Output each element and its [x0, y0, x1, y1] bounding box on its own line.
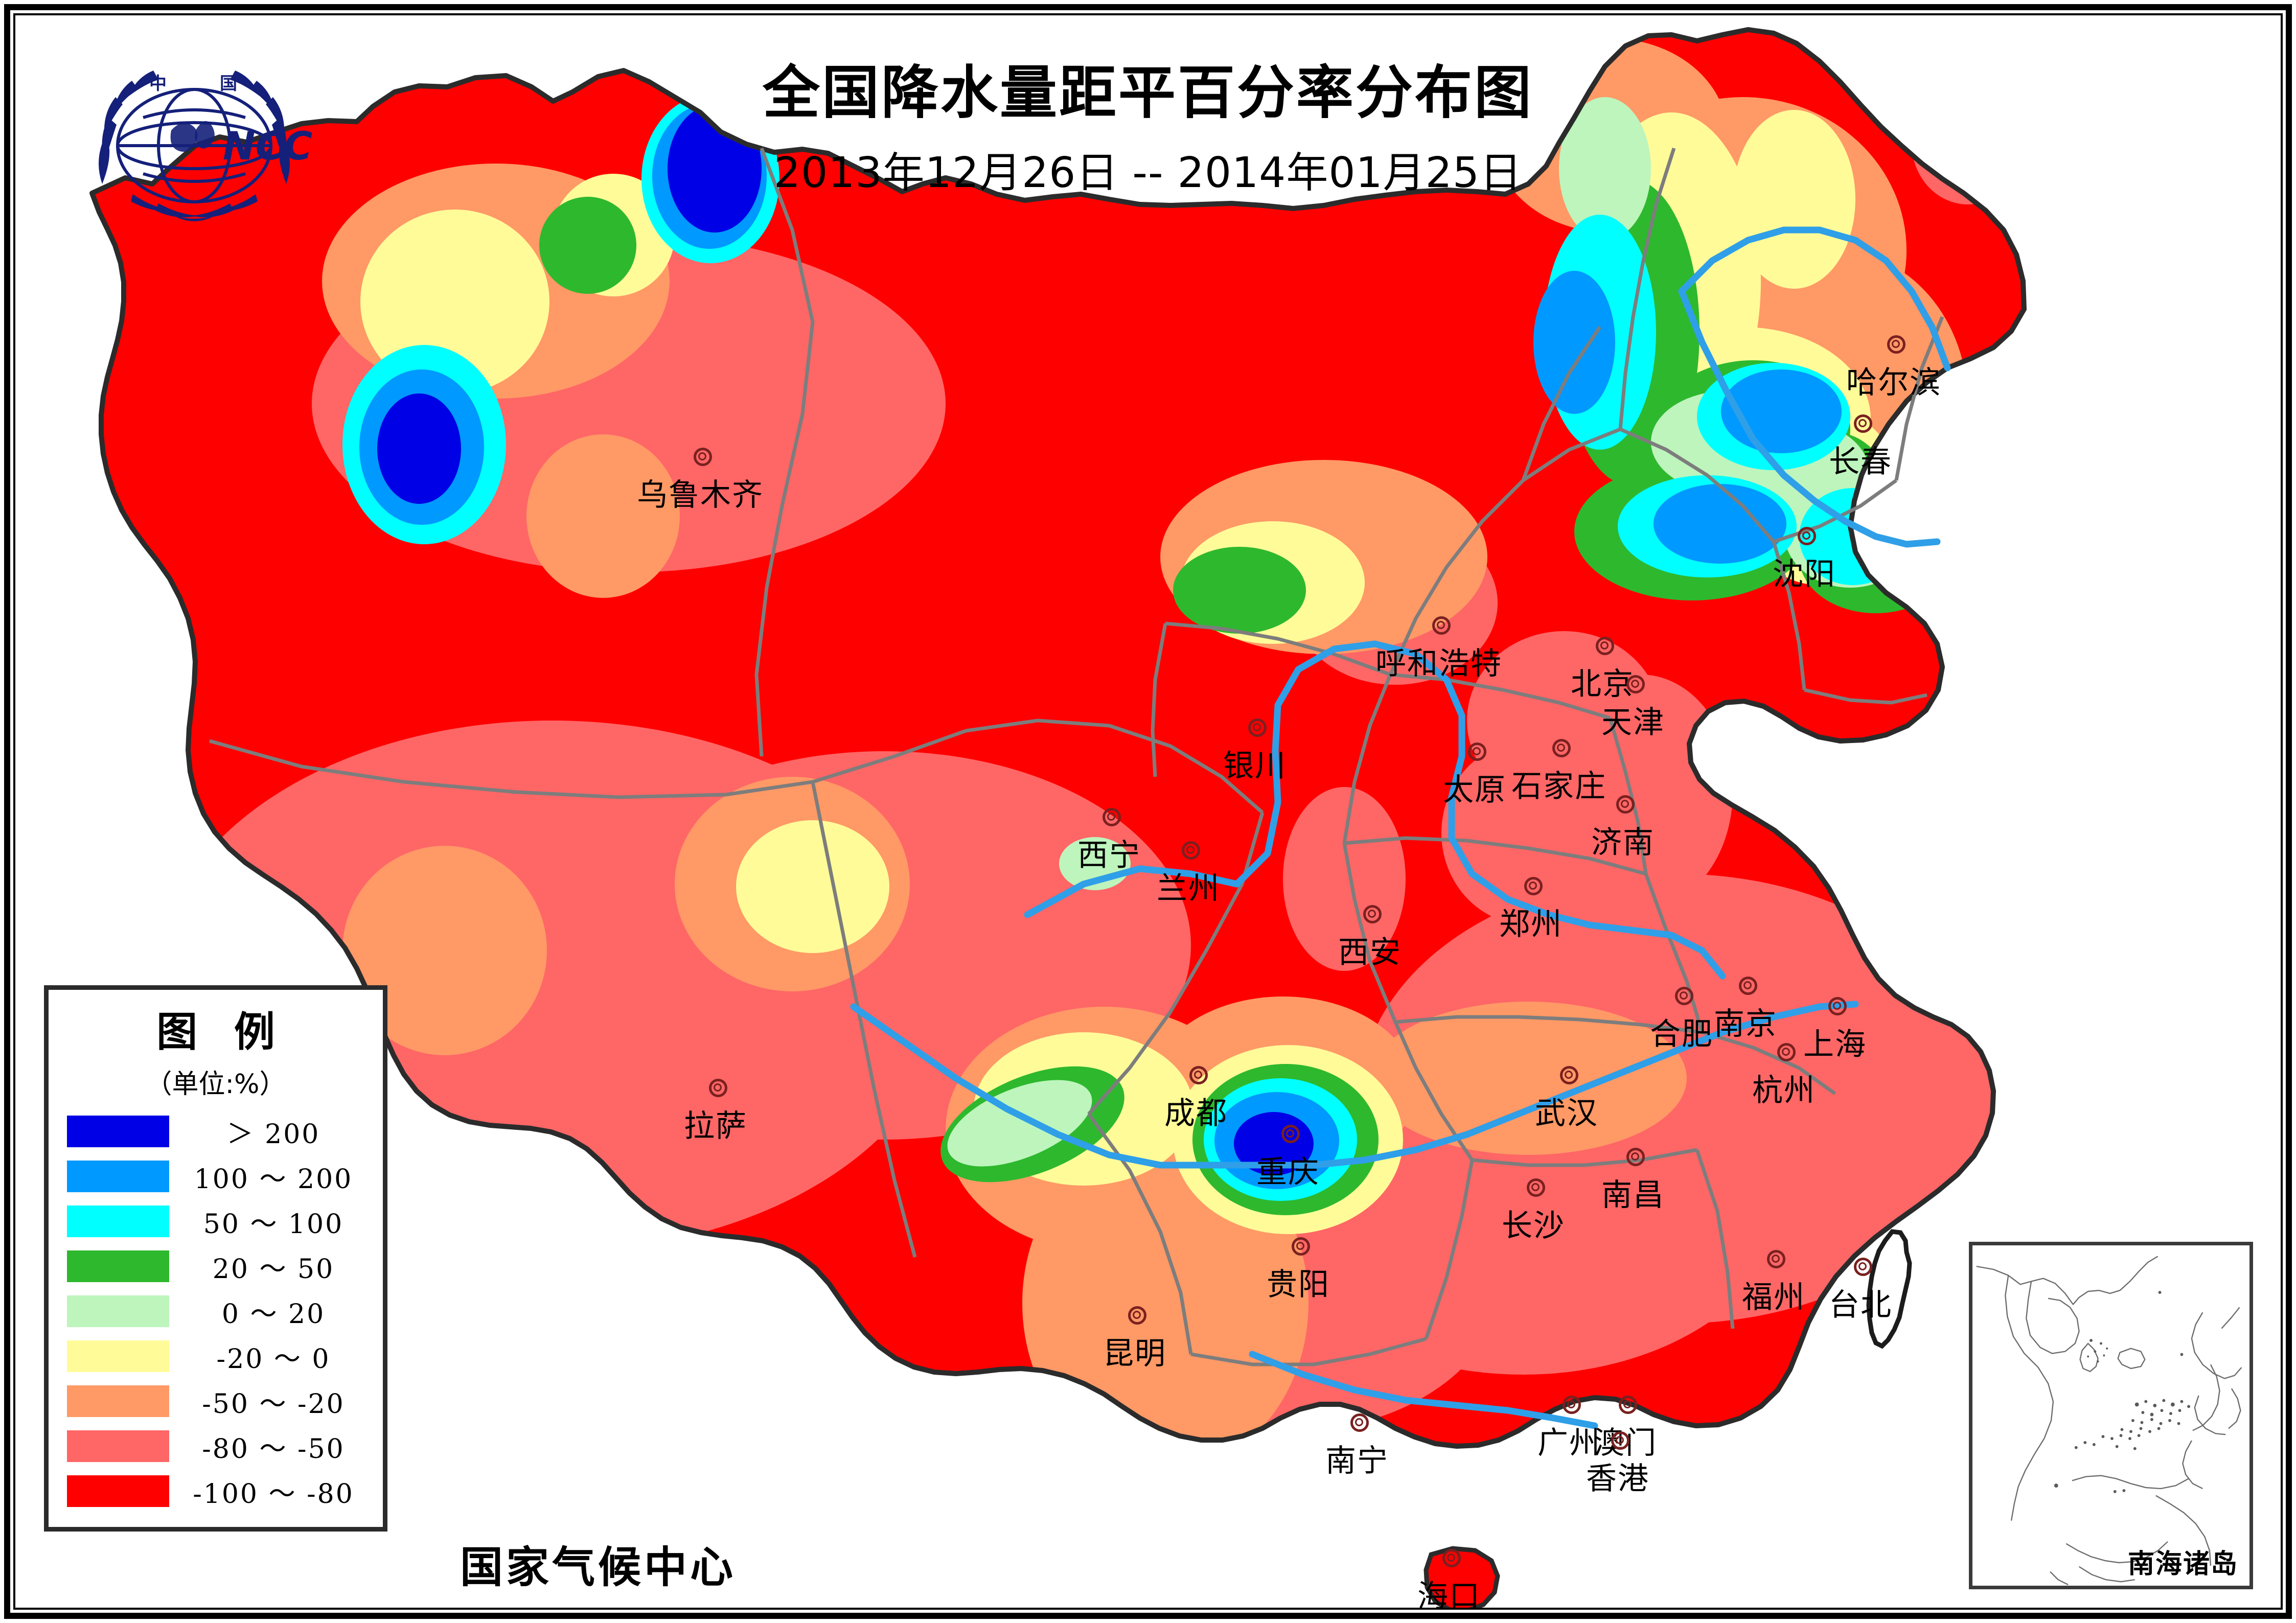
legend-row: 100 ～ 200 [49, 1154, 383, 1199]
legend-range-label: -80 ～ -50 [202, 1433, 345, 1465]
legend-range-label: 0 ～ 20 [221, 1299, 326, 1330]
legend-range-label: 20 ～ 50 [212, 1254, 335, 1285]
legend-color-swatch [67, 1385, 169, 1417]
hainan-island [1423, 1546, 1500, 1608]
legend-row: 20 ～ 50 [49, 1244, 383, 1289]
svg-text:NCC: NCC [223, 123, 312, 169]
legend-range-label: ＞ 200 [226, 1119, 320, 1150]
map-inner-frame [13, 13, 2283, 1610]
map-outer-frame [4, 4, 2292, 1619]
legend-color-swatch [67, 1430, 169, 1462]
legend-row: 0 ～ 20 [49, 1289, 383, 1334]
legend-color-swatch [67, 1475, 169, 1507]
legend-title: 图 例 [156, 1008, 286, 1056]
legend-color-swatch [67, 1250, 169, 1282]
legend-panel: 图 例 （单位:%） ＞ 200 100 ～ 200 50 ～ 100 20 ～ 50… [44, 985, 387, 1532]
legend-row: -100 ～ -80 [49, 1469, 383, 1514]
legend-unit-label: （单位:%） [145, 1069, 286, 1100]
legend-range-label: -100 ～ -80 [193, 1478, 354, 1510]
south-china-sea-inset[interactable]: 南海诸岛 [1969, 1242, 2253, 1589]
attribution-label: 国家气候中心 [460, 1542, 737, 1592]
legend-row: -80 ～ -50 [49, 1424, 383, 1469]
legend-range-label: 50 ～ 100 [203, 1209, 344, 1240]
legend-range-label: -50 ～ -20 [202, 1388, 345, 1420]
legend-row: -20 ～ 0 [49, 1334, 383, 1379]
inset-map-label: 南海诸岛 [2127, 1549, 2238, 1580]
legend-range-label: -20 ～ 0 [216, 1343, 331, 1375]
legend-row: -50 ～ -20 [49, 1379, 383, 1424]
taiwan-island [1866, 1229, 1912, 1349]
legend-row: ＞ 200 [49, 1109, 383, 1154]
inset-map-svg [1976, 1256, 2242, 1586]
legend-range-label: 100 ～ 200 [194, 1164, 353, 1195]
legend-color-swatch [67, 1340, 169, 1372]
ncc-logo: NCC 中 国 [72, 41, 317, 235]
legend-color-swatch [67, 1205, 169, 1237]
legend-color-swatch [67, 1161, 169, 1192]
legend-color-swatch [67, 1295, 169, 1327]
legend-row: 50 ～ 100 [49, 1199, 383, 1244]
river-network [850, 226, 1951, 1429]
legend-row-container: ＞ 200 100 ～ 200 50 ～ 100 20 ～ 50 0 ～ 20 -20 ～… [49, 1109, 383, 1514]
legend-color-swatch [67, 1116, 169, 1147]
